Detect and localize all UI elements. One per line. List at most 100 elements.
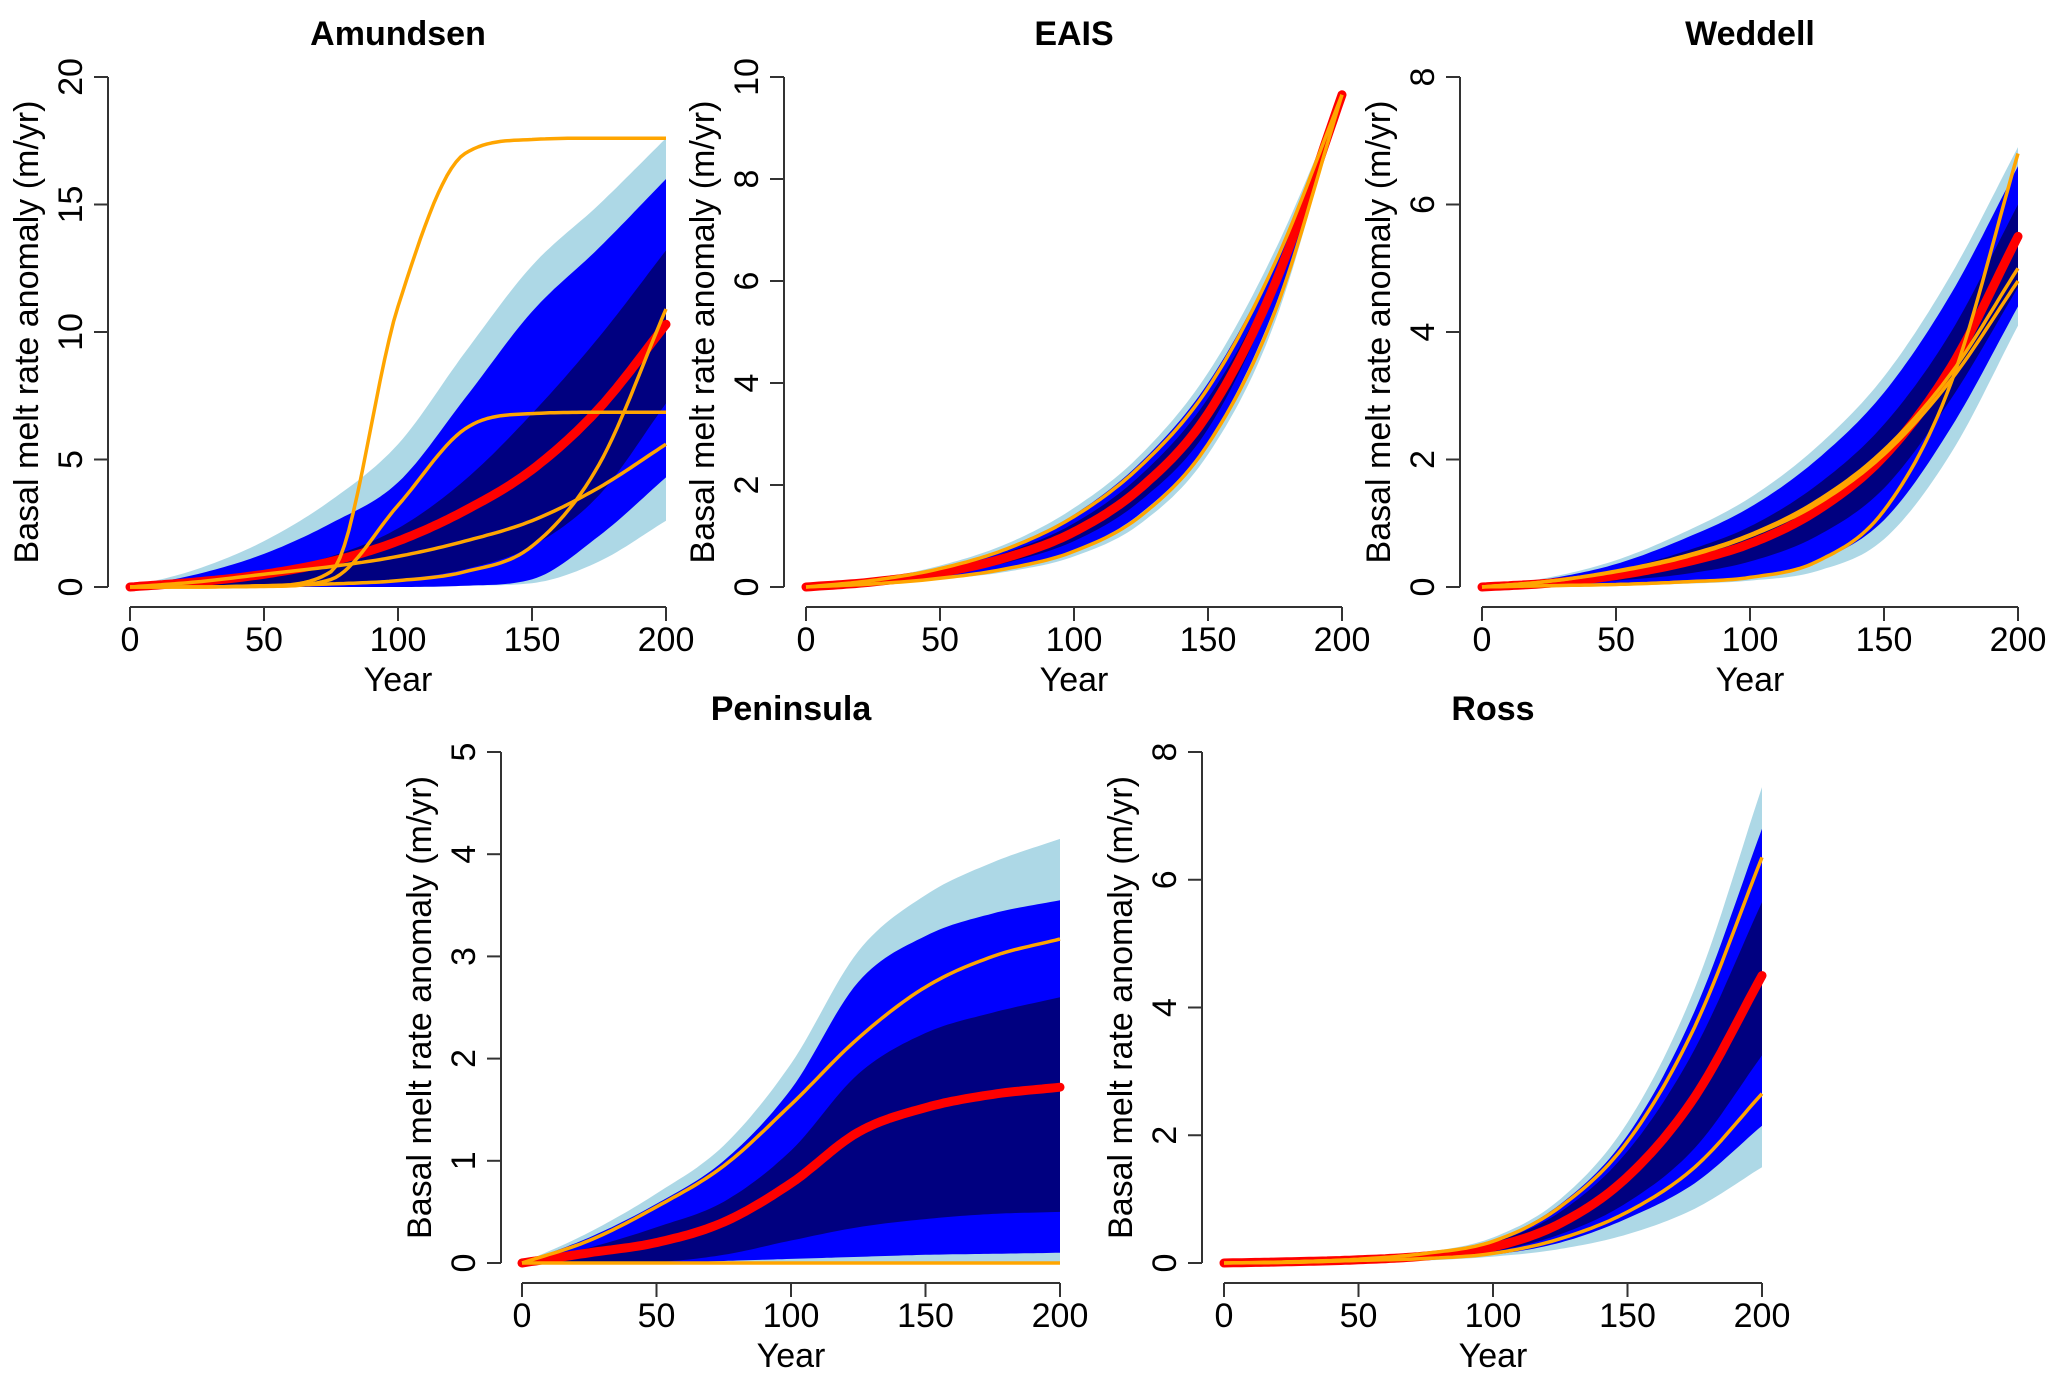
uncertainty-bands <box>522 838 1060 1263</box>
panel-title: Weddell <box>1685 15 1815 53</box>
ensemble-line-member-2 <box>1481 280 2020 589</box>
ensemble-line-member-2 <box>805 94 1344 589</box>
ensemble-members <box>521 937 1061 1265</box>
x-tick-label: 200 <box>638 621 695 659</box>
panel-title: EAIS <box>1034 15 1113 53</box>
x-tick-label: 0 <box>121 621 140 659</box>
y-axis-label: Basal melt rate anomaly (m/yr) <box>1360 101 1398 564</box>
panel-title: Ross <box>1451 690 1534 728</box>
x-tick-label: 150 <box>897 1297 954 1335</box>
y-tick-label: 6 <box>728 272 766 291</box>
x-tick-label: 50 <box>1340 1297 1378 1335</box>
y-tick-label: 8 <box>728 170 766 189</box>
y-tick-label: 2 <box>1146 1126 1184 1145</box>
ensemble-line-member-1 <box>805 94 1344 589</box>
panel-peninsula: Peninsula 0 1 2 3 4 5 Basal melt rate anomaly (… <box>401 690 1088 1375</box>
y-tick-label: 4 <box>1146 998 1184 1017</box>
y-axis-label: Basal melt rate anomaly (m/yr) <box>684 101 722 564</box>
panel-title: Peninsula <box>711 690 873 728</box>
y-tick-label: 0 <box>1146 1254 1184 1273</box>
x-tick-label: 100 <box>1465 1297 1522 1335</box>
uncertainty-bands <box>1482 147 2018 588</box>
ensemble-members <box>1223 856 1764 1265</box>
y-tick-label: 8 <box>1146 743 1184 762</box>
y-axis-label: Basal melt rate anomaly (m/yr) <box>1102 776 1140 1239</box>
y-tick-label: 2 <box>1404 450 1442 469</box>
y-tick-label: 0 <box>445 1254 483 1273</box>
y-tick-label: 4 <box>728 374 766 393</box>
median-line <box>517 1082 1065 1268</box>
x-axis-label: Year <box>1459 1337 1528 1375</box>
x-tick-label: 200 <box>1314 621 1371 659</box>
x-tick-label: 0 <box>797 621 816 659</box>
x-axis-label: Year <box>757 1337 826 1375</box>
y-tick-label: 15 <box>52 186 90 224</box>
x-axis: 0 50 100 150 200 Year <box>121 606 695 699</box>
x-tick-label: 100 <box>1046 621 1103 659</box>
x-tick-label: 200 <box>1032 1297 1089 1335</box>
y-tick-label: 2 <box>728 476 766 495</box>
y-tick-label: 0 <box>728 578 766 597</box>
x-axis: 0 50 100 150 200 Year <box>513 1282 1089 1375</box>
y-tick-label: 20 <box>52 58 90 96</box>
x-tick-label: 200 <box>1990 621 2047 659</box>
y-axis-label: Basal melt rate anomaly (m/yr) <box>401 776 439 1239</box>
y-tick-label: 3 <box>445 947 483 966</box>
y-tick-label: 2 <box>445 1049 483 1068</box>
panel-weddell: Weddell 0 2 4 6 8 Basal melt rate anomaly (m/y… <box>1360 15 2046 699</box>
uncertainty-bands <box>130 138 666 587</box>
ensemble-members <box>1481 153 2020 589</box>
y-tick-label: 10 <box>52 313 90 351</box>
x-tick-label: 200 <box>1734 1297 1791 1335</box>
uncertainty-bands <box>1224 787 1762 1263</box>
y-tick-label: 4 <box>445 845 483 864</box>
x-tick-label: 100 <box>370 621 427 659</box>
y-tick-label: 5 <box>52 450 90 469</box>
x-axis: 0 50 100 150 200 Year <box>797 606 1371 699</box>
x-tick-label: 150 <box>504 621 561 659</box>
x-tick-label: 150 <box>1856 621 1913 659</box>
ensemble-line-member-4 <box>130 308 668 589</box>
x-tick-label: 0 <box>1215 1297 1234 1335</box>
x-axis: 0 50 100 150 200 Year <box>1215 1282 1791 1375</box>
y-axis: 0 1 2 3 4 5 Basal melt rate anomaly (m/yr) <box>401 743 502 1273</box>
ensemble-members <box>129 136 668 589</box>
y-tick-label: 1 <box>445 1151 483 1170</box>
median-line <box>1219 971 1767 1268</box>
band-inner <box>1482 204 2018 587</box>
y-axis: 0 2 4 6 8 Basal melt rate anomaly (m/yr) <box>1102 743 1203 1273</box>
band-inner <box>522 997 1060 1263</box>
y-tick-label: 0 <box>1404 578 1442 597</box>
x-axis-label: Year <box>1040 661 1109 699</box>
y-axis-label: Basal melt rate anomaly (m/yr) <box>8 101 46 564</box>
x-axis: 0 50 100 150 200 Year <box>1473 606 2047 699</box>
y-tick-label: 6 <box>1404 195 1442 214</box>
ensemble-line-member-3 <box>1481 153 2020 589</box>
y-tick-label: 5 <box>445 743 483 762</box>
y-tick-label: 10 <box>728 58 766 96</box>
y-tick-label: 0 <box>52 578 90 597</box>
panel-title: Amundsen <box>310 15 486 53</box>
x-tick-label: 0 <box>1473 621 1492 659</box>
x-tick-label: 150 <box>1180 621 1237 659</box>
x-axis-label: Year <box>1716 661 1785 699</box>
x-tick-label: 0 <box>513 1297 532 1335</box>
x-tick-label: 50 <box>245 621 283 659</box>
y-tick-label: 4 <box>1404 323 1442 342</box>
y-tick-label: 8 <box>1404 68 1442 87</box>
x-tick-label: 150 <box>1599 1297 1656 1335</box>
x-tick-label: 50 <box>921 621 959 659</box>
y-tick-label: 6 <box>1146 870 1184 889</box>
x-tick-label: 50 <box>638 1297 676 1335</box>
x-tick-label: 100 <box>763 1297 820 1335</box>
y-axis: 0 2 4 6 8 Basal melt rate anomaly (m/yr) <box>1360 68 1461 597</box>
ensemble-line-member-2 <box>1224 1092 1764 1265</box>
ensemble-line-member-1 <box>521 937 1061 1265</box>
x-axis-label: Year <box>364 661 433 699</box>
